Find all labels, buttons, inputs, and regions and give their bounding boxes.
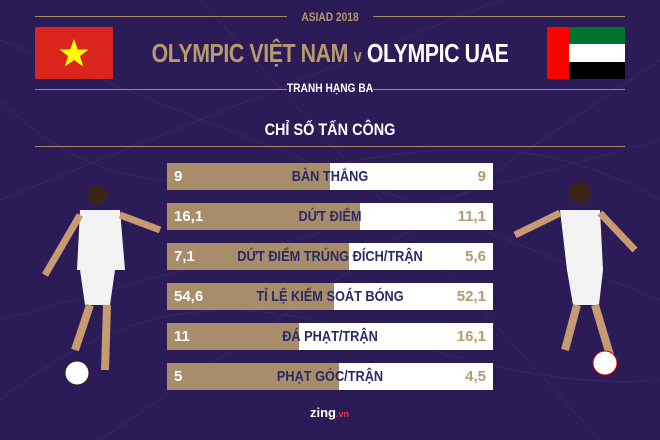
stat-row: 54,6 TỈ LỆ KIỂM SOÁT BÓNG 52,1 — [167, 283, 493, 310]
stat-bar-left — [167, 323, 300, 350]
right-value: 11,1 — [457, 208, 486, 225]
left-value: 11 — [174, 328, 190, 345]
zing-logo: zing.vn — [310, 405, 349, 420]
stat-row: 9 BÀN THẮNG 9 — [167, 163, 493, 190]
stat-label: DỨT ĐIỂM TRÚNG ĐÍCH/TRẬN — [237, 248, 423, 265]
event-label: ASIAD 2018 — [301, 10, 359, 24]
team-left: OLYMPIC VIỆT NAM — [151, 38, 349, 68]
stat-row: 16,1 DỨT ĐIỂM 11,1 — [167, 203, 493, 230]
versus: v — [353, 46, 362, 66]
uae-player-image — [513, 182, 638, 376]
stat-label: DỨT ĐIỂM — [298, 208, 362, 225]
match-title: OLYMPIC VIỆT NAM v OLYMPIC UAE — [59, 38, 600, 69]
stat-bar-left — [167, 163, 330, 190]
divider — [35, 146, 625, 147]
stat-label: PHẠT GÓC/TRẬN — [276, 368, 384, 385]
uae-flag-icon — [547, 27, 625, 79]
left-value: 5 — [174, 368, 183, 385]
section-title: CHỈ SỐ TẤN CÔNG — [264, 120, 396, 139]
logo-text: zing — [310, 405, 336, 420]
right-value: 5,6 — [465, 248, 486, 265]
stat-bar-left — [167, 203, 360, 230]
left-value: 9 — [174, 168, 183, 185]
right-value: 16,1 — [456, 328, 486, 345]
vietnam-player-image — [41, 185, 162, 386]
team-right: OLYMPIC UAE — [366, 38, 509, 68]
stat-row: 11 ĐÁ PHẠT/TRẬN 16,1 — [167, 323, 493, 350]
divider — [35, 16, 287, 17]
stat-label: ĐÁ PHẠT/TRẬN — [282, 328, 378, 345]
stat-bar-left — [167, 283, 334, 310]
divider — [373, 16, 625, 17]
stat-bar-left — [167, 243, 350, 270]
left-value: 16,1 — [174, 208, 204, 225]
right-value: 9 — [477, 168, 486, 185]
stat-bar-left — [167, 363, 339, 390]
right-value: 52,1 — [456, 288, 486, 305]
divider — [35, 89, 287, 90]
divider — [373, 89, 625, 90]
vietnam-flag-icon — [35, 27, 113, 79]
stat-row: 7,1 DỨT ĐIỂM TRÚNG ĐÍCH/TRẬN 5,6 — [167, 243, 493, 270]
logo-suffix: .vn — [336, 409, 350, 419]
right-value: 4,5 — [465, 368, 486, 385]
left-value: 7,1 — [174, 248, 195, 265]
left-value: 54,6 — [174, 288, 204, 305]
stat-label: BÀN THẮNG — [291, 168, 369, 185]
stat-label: TỈ LỆ KIỂM SOÁT BÓNG — [256, 288, 404, 305]
stat-row: 5 PHẠT GÓC/TRẬN 4,5 — [167, 363, 493, 390]
match-stage: TRANH HẠNG BA — [286, 81, 374, 95]
